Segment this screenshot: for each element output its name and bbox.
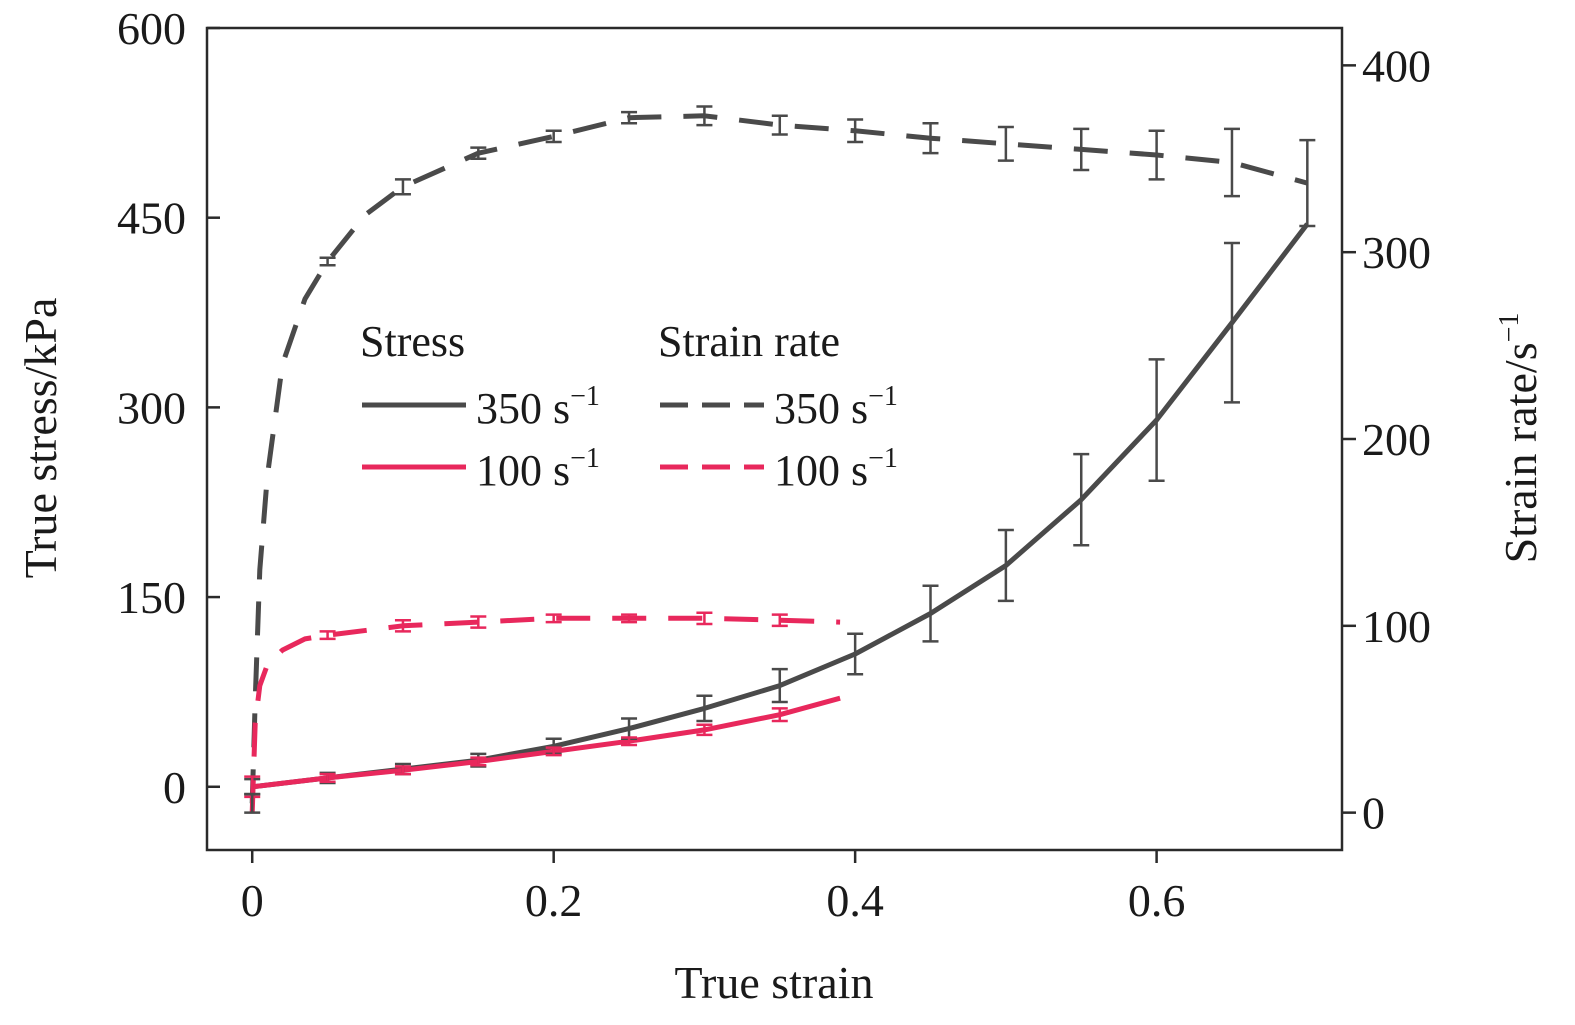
y2-tick-label: 100 [1362,601,1431,652]
y2-axis-title-sup: −1 [1494,313,1525,343]
legend-entry: 350 s−1 [476,381,600,433]
legend-header-stress: Stress [360,317,465,366]
y2-tick-label: 0 [1362,788,1385,839]
y-tick-label: 0 [163,762,186,813]
legend-entry-sup: −1 [868,443,898,474]
series-line-strain-rate-100-s-1 [249,615,841,813]
y-axis-title: True stress/kPa [15,298,66,579]
legend-entry: 350 s−1 [774,381,898,433]
y2-tick-label: 200 [1362,414,1431,465]
y2-axis-title: Strain rate/s−1 [1494,313,1546,564]
axis-ticks: 0 0.2 0.4 0.6 0 150 300 450 600 0 100 200 300 400 [117,3,1431,926]
legend-entry-sup: −1 [868,381,898,412]
y-tick-label: 600 [117,3,186,54]
y2-axis-title-text: Strain rate/s [1495,342,1546,563]
series-line-strain-rate-350-s-1 [249,113,1308,804]
error-bar-layer [244,105,1316,814]
legend-entry-label: 350 s [476,384,570,433]
plot-frame [205,26,1344,852]
y-tick-label: 300 [117,382,186,433]
x-axis-title: True strain [675,957,874,1008]
legend-entry: 100 s−1 [476,443,600,495]
y2-tick-label: 300 [1362,227,1431,278]
legend-entry-label: 350 s [774,384,868,433]
x-tick-label: 0.6 [1128,875,1186,926]
x-tick-label: 0.4 [826,875,884,926]
legend-entry-sup: −1 [570,443,600,474]
legend-entry-sup: −1 [570,381,600,412]
x-tick-label: 0 [241,875,264,926]
y-tick-label: 150 [117,572,186,623]
y-tick-label: 450 [117,193,186,244]
series-line-stress-100-s-1 [251,695,841,790]
y2-tick-label: 400 [1362,40,1431,91]
x-tick-label: 0.2 [525,875,583,926]
legend-header-strain-rate: Strain rate [658,317,840,366]
legend-entry-label: 100 s [774,446,868,495]
legend-entry-label: 100 s [476,446,570,495]
legend-entry: 100 s−1 [774,443,898,495]
